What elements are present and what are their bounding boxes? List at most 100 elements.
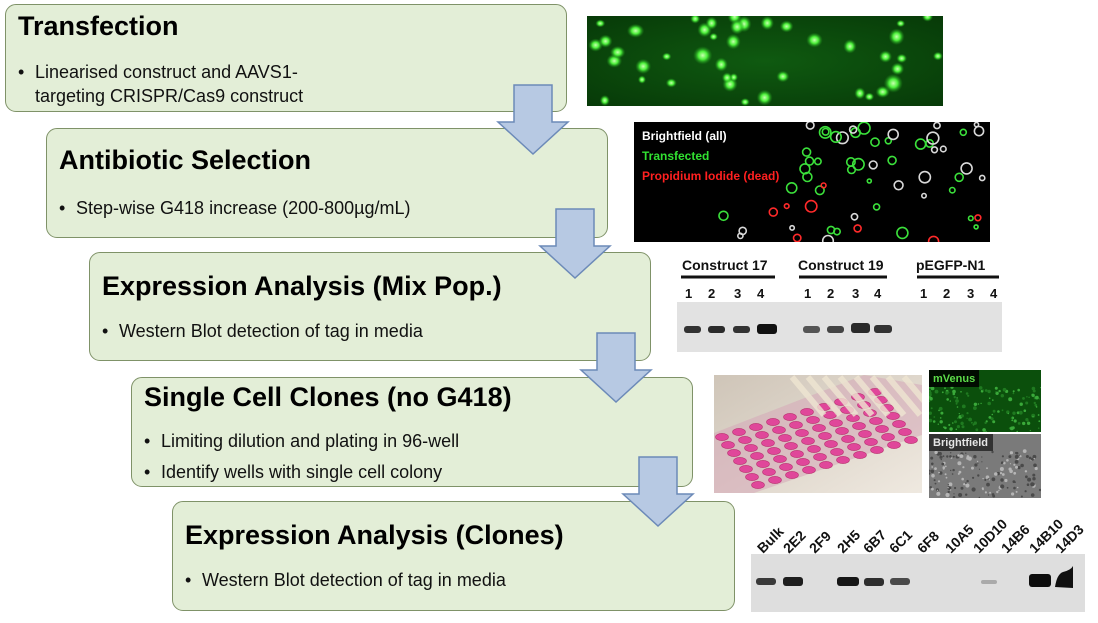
- blot-band: [803, 326, 820, 333]
- micrograph-cell: [804, 156, 815, 166]
- brightfield-speckle: [947, 484, 949, 486]
- fluorescent-cell: [921, 16, 934, 22]
- clone-label: 6B7: [860, 526, 890, 556]
- brightfield-speckle: [936, 489, 938, 491]
- fluorescent-speckle: [977, 403, 980, 405]
- plate-well: [830, 448, 844, 456]
- plate-well: [761, 439, 775, 447]
- micrograph-cell: [918, 170, 932, 184]
- plate-well: [751, 481, 765, 489]
- plate-well: [778, 434, 792, 442]
- plate-well: [870, 446, 884, 454]
- mvenus-label: mVenus: [933, 373, 975, 385]
- mvenus-image: mVenus: [929, 370, 1041, 432]
- fluorescent-speckle: [960, 421, 964, 426]
- plate-well: [795, 429, 809, 437]
- brightfield-speckle: [963, 483, 966, 486]
- fluorescent-speckle: [997, 410, 1000, 413]
- bullet-list: Western Blot detection of tag in media: [185, 568, 506, 599]
- brightfield-speckle: [959, 454, 964, 458]
- plate-well: [783, 413, 797, 421]
- brightfield-speckle: [996, 490, 999, 494]
- plate-well: [738, 436, 752, 444]
- brightfield-speckle: [1018, 454, 1020, 456]
- plate-well: [772, 426, 786, 434]
- plate-well: [745, 473, 759, 481]
- brightfield-speckle: [929, 486, 932, 489]
- brightfield-label: Brightfield: [933, 437, 988, 449]
- micrograph-cell: [785, 182, 798, 194]
- brightfield-speckle: [976, 460, 979, 463]
- fluorescent-cell: [878, 50, 893, 63]
- fluorescent-speckle: [1012, 391, 1015, 393]
- western-blot-clones: Bulk 2E2 2F9 2H5 6B7 6C1 6F8 10A5 10D10 …: [751, 508, 1085, 612]
- brightfield-speckle: [1033, 463, 1037, 468]
- fluorescent-cell: [610, 45, 626, 59]
- fluorescent-speckle: [982, 389, 984, 391]
- fluorescent-speckle: [1017, 388, 1020, 392]
- fluorescent-speckle: [955, 402, 958, 405]
- plate-well: [875, 425, 889, 433]
- fluorescent-speckle: [1031, 386, 1036, 391]
- micrograph-cell: [833, 227, 842, 236]
- bullet-item: Step-wise G418 increase (200-800µg/mL): [59, 196, 411, 220]
- fluorescent-speckle: [966, 412, 969, 415]
- plate-well: [835, 427, 849, 435]
- brightfield-speckle: [981, 461, 983, 463]
- fluorescent-speckle: [929, 400, 931, 403]
- fluorescent-speckle: [992, 420, 996, 424]
- blot-band: [708, 326, 725, 333]
- plate-well: [755, 431, 769, 439]
- brightfield-speckle: [965, 452, 967, 454]
- plate-well: [887, 441, 901, 449]
- fluorescent-speckle: [992, 409, 996, 413]
- fluorescent-cell: [806, 32, 823, 48]
- fluorescent-cell: [665, 78, 677, 88]
- fluorescent-speckle: [968, 417, 972, 422]
- fluorescent-speckle: [948, 424, 951, 426]
- fluorescent-cell: [599, 95, 610, 106]
- pipette-tip: [837, 375, 875, 417]
- micrograph-cell: [933, 122, 941, 130]
- fluorescent-speckle: [946, 398, 949, 401]
- well-plate-photo: [714, 375, 922, 493]
- micrograph-cell: [820, 182, 827, 189]
- fluorescent-speckle: [956, 397, 958, 399]
- fluorescent-speckle: [1017, 422, 1021, 425]
- fluorescent-speckle: [978, 386, 983, 390]
- brightfield-speckle: [952, 468, 955, 472]
- micrograph-cell: [884, 136, 893, 145]
- brightfield-speckle: [930, 456, 934, 460]
- brightfield-speckle: [936, 491, 941, 496]
- brightfield-speckle: [981, 456, 983, 458]
- brightfield-speckle: [1001, 455, 1004, 458]
- fluorescent-cell: [760, 16, 774, 31]
- micrograph-cell: [813, 157, 822, 166]
- micrograph-cell: [973, 125, 985, 137]
- plate-well: [836, 456, 850, 464]
- brightfield-speckle: [1013, 471, 1017, 475]
- clone-label: 10A5: [942, 521, 977, 556]
- fluorescent-speckle: [1038, 420, 1041, 423]
- brightfield-speckle: [953, 493, 955, 495]
- legend-transfected: Transfected: [642, 149, 709, 163]
- micrograph-cell: [939, 145, 947, 153]
- fluorescent-speckle: [967, 394, 970, 397]
- micrograph-cell: [846, 165, 857, 175]
- fluorescent-speckle: [980, 402, 982, 405]
- fluorescent-speckle: [985, 430, 987, 432]
- brightfield-speckle: [965, 493, 968, 496]
- brightfield-speckle: [1011, 492, 1015, 496]
- clone-label: Bulk: [754, 523, 787, 556]
- fluorescent-speckle: [932, 420, 936, 423]
- plate-well: [841, 435, 855, 443]
- plate-well: [802, 466, 816, 474]
- plate-well: [824, 440, 838, 448]
- plate-well: [796, 458, 810, 466]
- micrograph-cell: [829, 130, 842, 143]
- brightfield-speckle: [929, 472, 931, 475]
- fluorescent-speckle: [1038, 398, 1040, 400]
- group-label: Construct 17: [682, 257, 768, 273]
- fluorescent-speckle: [1035, 406, 1038, 408]
- plate-well: [766, 418, 780, 426]
